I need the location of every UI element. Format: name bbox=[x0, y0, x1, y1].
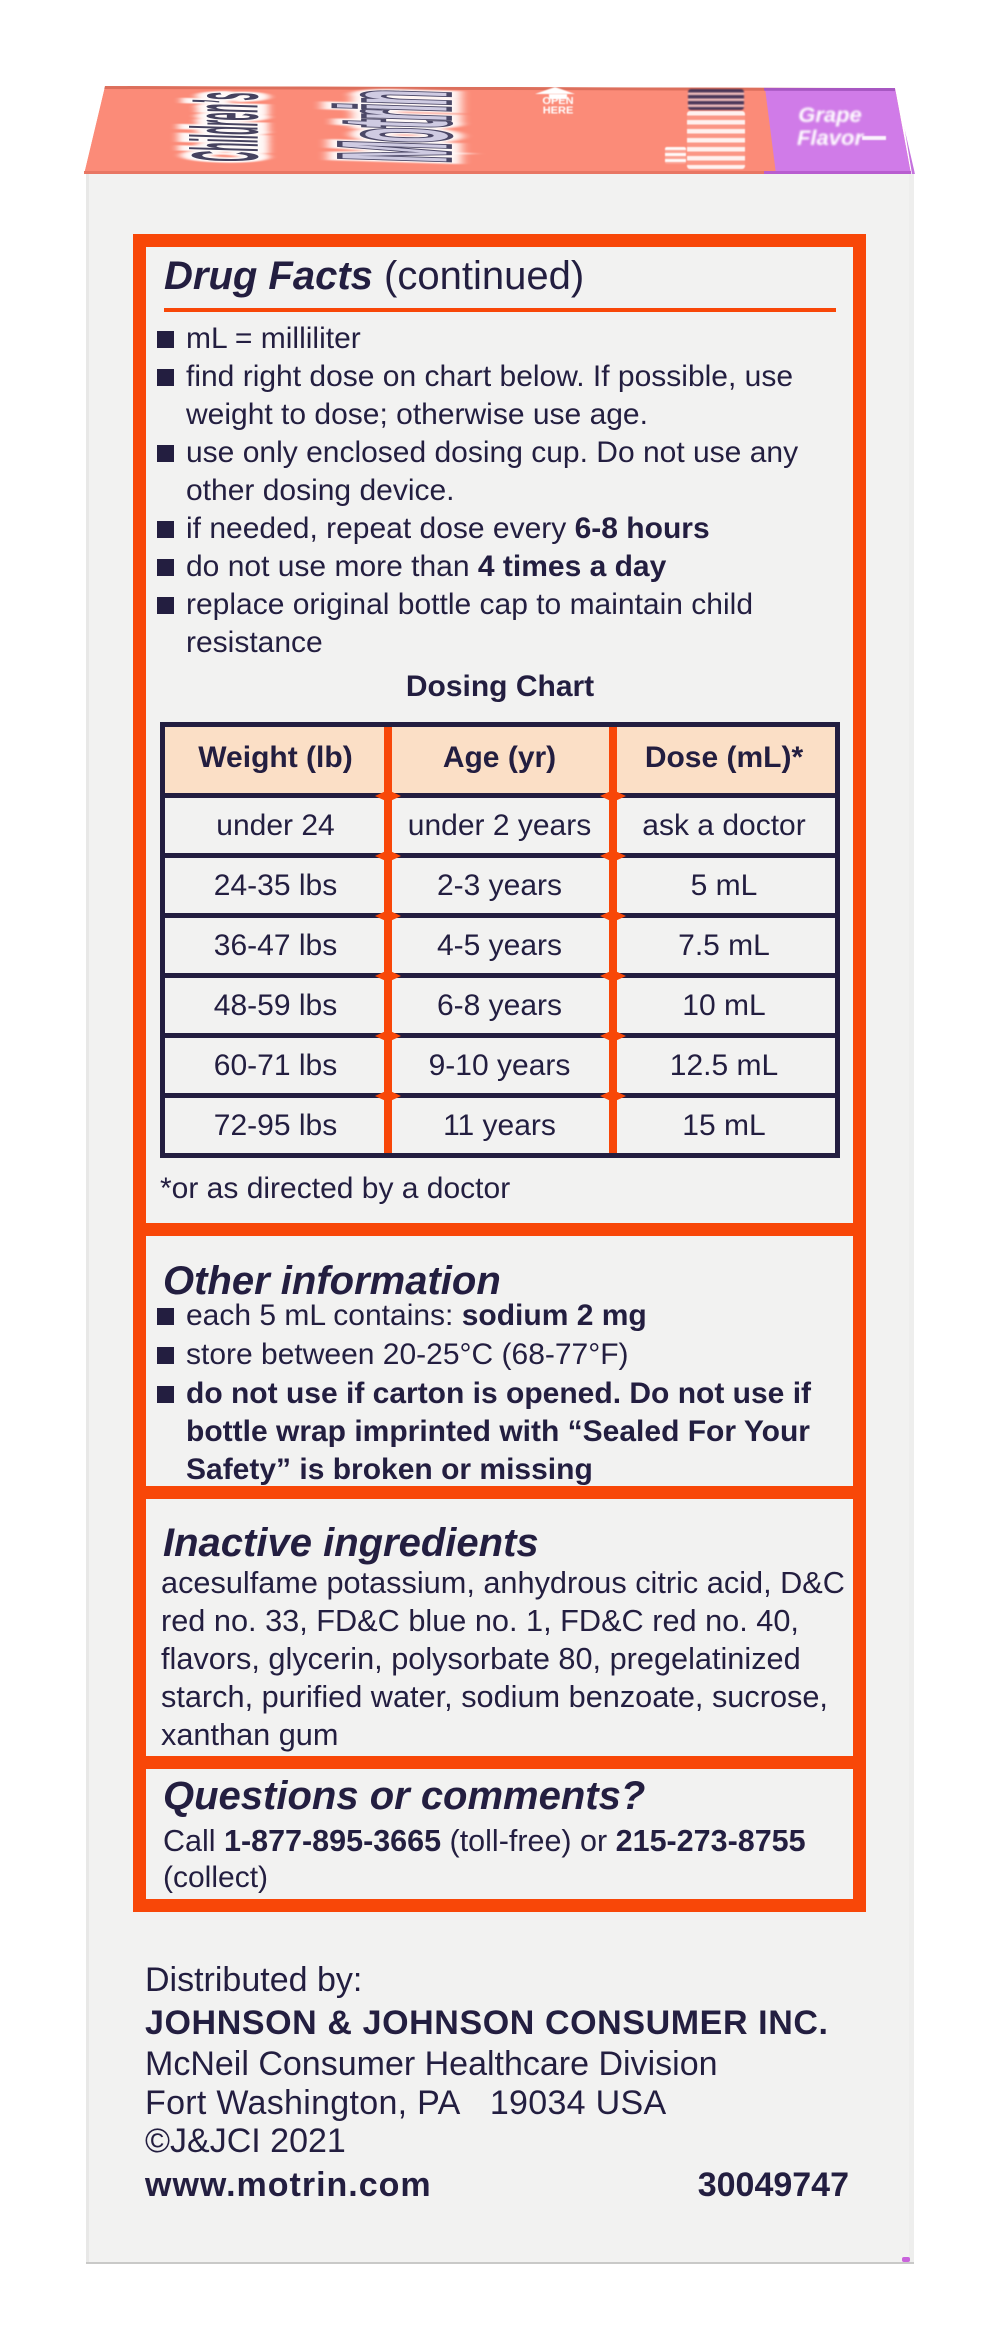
svg-text:Children’s: Children’s bbox=[174, 92, 279, 161]
svg-text:Motrin: Motrin bbox=[309, 90, 478, 161]
svg-text:Motrin: Motrin bbox=[309, 90, 478, 161]
svg-text:Children’s: Children’s bbox=[174, 92, 279, 161]
